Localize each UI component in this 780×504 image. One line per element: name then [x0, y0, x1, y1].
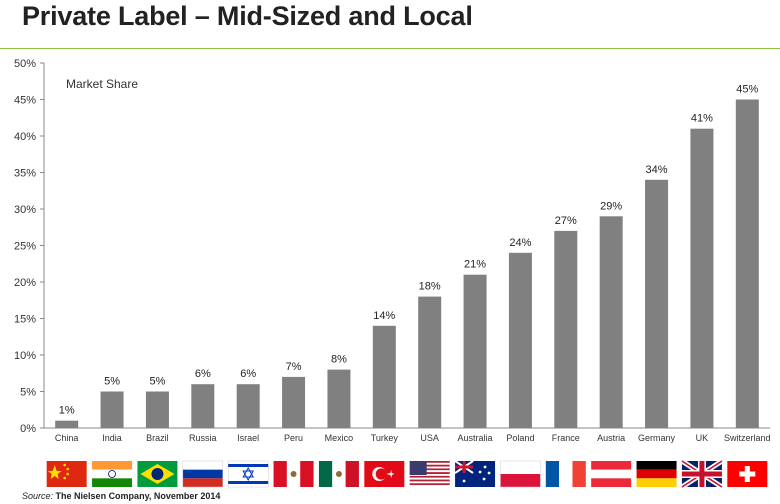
- x-tick-label: Brazil: [146, 433, 169, 443]
- x-tick-label: UK: [696, 433, 709, 443]
- bar-china: [55, 420, 79, 428]
- data-label: 34%: [646, 164, 668, 176]
- x-tick-label: Poland: [506, 433, 534, 443]
- y-tick-label: 30%: [14, 204, 36, 216]
- bar-peru: [282, 376, 306, 428]
- russia-flag-icon: [182, 460, 224, 488]
- x-tick-label: Austria: [597, 433, 625, 443]
- y-tick-label: 20%: [14, 277, 36, 289]
- israel-flag-icon: [227, 460, 269, 488]
- data-label: 41%: [691, 113, 713, 125]
- data-label: 6%: [195, 368, 211, 380]
- bar-switzerland: [735, 99, 759, 428]
- flags-row: [46, 458, 768, 490]
- china-flag-icon: [46, 461, 87, 487]
- title-divider: [0, 48, 780, 49]
- x-tick-label: Germany: [638, 433, 676, 443]
- bar-germany: [645, 179, 669, 428]
- mexico-flag-icon: [318, 461, 359, 487]
- data-label: 21%: [464, 259, 486, 271]
- page-title: Private Label – Mid-Sized and Local: [22, 1, 473, 31]
- bar-turkey: [372, 325, 396, 428]
- brazil-flag-icon: [137, 461, 178, 487]
- data-label: 5%: [104, 376, 120, 388]
- y-tick-label: 25%: [14, 241, 36, 253]
- data-label: 27%: [555, 215, 577, 227]
- y-tick-label: 5%: [20, 387, 36, 399]
- x-tick-label: China: [55, 433, 79, 443]
- bar-india: [100, 391, 124, 428]
- source-note: Source: The Nielsen Company, November 20…: [22, 491, 220, 501]
- x-tick-label: India: [102, 433, 122, 443]
- data-label: 7%: [286, 361, 302, 373]
- peru-flag-icon: [273, 461, 314, 487]
- data-label: 5%: [149, 376, 165, 388]
- source-label: Source:: [22, 491, 54, 501]
- bar-brazil: [145, 391, 169, 428]
- germany-flag-icon: [636, 461, 677, 487]
- x-tick-label: France: [552, 433, 580, 443]
- turkey-flag-icon: [364, 461, 405, 487]
- bar-israel: [236, 384, 260, 428]
- x-tick-label: Mexico: [325, 433, 354, 443]
- bar-russia: [191, 384, 215, 428]
- data-labels: 1% 5% 5% 6% 6% 7% 8% 14% 18% 21% 24% 27% 29% 34% 41% 45…: [59, 84, 759, 417]
- bar-poland: [508, 252, 532, 428]
- x-axis: China India Brazil Russia Israel Peru Mexico Tu…: [55, 433, 771, 443]
- bar-australia: [463, 274, 487, 428]
- data-label: 8%: [331, 354, 347, 366]
- france-flag-icon: [545, 461, 586, 487]
- data-label: 14%: [373, 310, 395, 322]
- y-tick-label: 0%: [20, 423, 36, 435]
- data-label: 1%: [59, 405, 75, 417]
- data-label: 45%: [736, 84, 758, 96]
- bar-uk: [690, 128, 714, 428]
- bar-mexico: [327, 369, 351, 428]
- india-flag-icon: [92, 461, 133, 487]
- y-tick-label: 45%: [14, 95, 36, 107]
- y-tick-label: 40%: [14, 131, 36, 143]
- data-label: 18%: [419, 281, 441, 293]
- x-tick-label: Turkey: [371, 433, 399, 443]
- australia-flag-icon: [454, 460, 496, 487]
- x-tick-label: Australia: [458, 433, 493, 443]
- x-tick-label: Switzerland: [724, 433, 771, 443]
- y-tick-label: 15%: [14, 314, 36, 326]
- bar-usa: [418, 296, 442, 428]
- x-tick-label: USA: [420, 433, 439, 443]
- y-tick-label: 35%: [14, 168, 36, 180]
- switzerland-flag-icon: [727, 461, 768, 487]
- market-share-annotation: Market Share: [66, 77, 138, 91]
- data-label: 29%: [600, 200, 622, 212]
- x-tick-label: Peru: [284, 433, 303, 443]
- usa-flag-icon: [409, 461, 450, 487]
- source-text: The Nielsen Company, November 2014: [55, 491, 221, 501]
- data-label: 6%: [240, 368, 256, 380]
- bars: [55, 99, 759, 428]
- bar-austria: [599, 216, 623, 428]
- y-tick-label: 50%: [14, 58, 36, 70]
- data-label: 24%: [509, 237, 531, 249]
- poland-flag-icon: [500, 460, 541, 488]
- bar-france: [554, 230, 578, 428]
- x-tick-label: Israel: [237, 433, 259, 443]
- austria-flag-icon: [591, 461, 632, 487]
- uk-flag-icon: [680, 458, 724, 490]
- x-tick-label: Russia: [189, 433, 217, 443]
- y-tick-label: 10%: [14, 350, 36, 362]
